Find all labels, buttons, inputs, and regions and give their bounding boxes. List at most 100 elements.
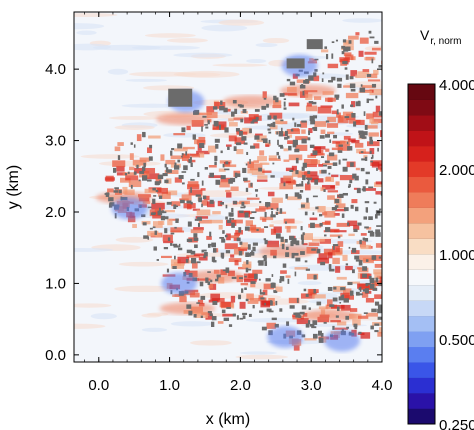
building-block: [249, 216, 255, 220]
building-block: [273, 95, 277, 101]
building-block: [238, 250, 243, 256]
building-block: [142, 166, 146, 172]
building-block: [347, 185, 351, 188]
background-streak: [74, 303, 112, 308]
building-block: [313, 126, 318, 132]
building-block: [239, 317, 244, 320]
amplified-cell: [262, 91, 267, 99]
building-block: [299, 194, 302, 197]
building-block: [335, 315, 339, 318]
building-block: [357, 293, 363, 296]
background-streak: [235, 354, 288, 360]
amplified-cell: [220, 177, 234, 183]
building-block: [245, 187, 249, 192]
building-block: [186, 238, 193, 243]
amplified-cell: [305, 105, 318, 112]
background-streak: [297, 281, 322, 286]
amplified-cell: [253, 160, 259, 163]
building-block: [246, 260, 249, 265]
amplified-cell: [380, 291, 382, 298]
amplified-cell: [116, 172, 126, 176]
building-block: [149, 227, 153, 230]
building-block: [366, 74, 372, 77]
building-block: [311, 326, 317, 329]
amplified-cell: [369, 118, 374, 124]
amplified-cell: [107, 188, 114, 193]
amplified-cell: [250, 281, 256, 288]
amplified-cell: [286, 196, 301, 201]
building-block: [290, 240, 294, 247]
amplified-cell: [371, 47, 381, 51]
amplified-cell: [283, 159, 290, 162]
amplified-cell: [314, 121, 327, 127]
amplified-cell: [324, 211, 336, 218]
amplified-cell: [332, 140, 346, 144]
building-block: [154, 230, 158, 235]
amplified-cell: [339, 175, 354, 181]
building-block: [274, 323, 279, 328]
amplified-cell: [234, 259, 239, 266]
amplified-cell: [287, 140, 296, 144]
amplified-cell: [267, 191, 275, 197]
building-block: [313, 288, 316, 294]
amplified-cell: [238, 248, 248, 252]
amplified-cell: [358, 50, 364, 57]
background-streak: [189, 340, 232, 346]
building-block: [350, 89, 356, 92]
building-block: [363, 111, 366, 116]
amplified-cell: [161, 192, 171, 199]
amplified-cell: [225, 144, 232, 147]
amplified-cell: [365, 297, 375, 303]
building-block: [311, 248, 316, 251]
building-block: [308, 75, 314, 81]
building-block: [250, 145, 256, 149]
building-block: [339, 302, 342, 304]
building-block: [374, 40, 379, 44]
building-block: [365, 207, 369, 213]
building-block: [193, 233, 198, 238]
colorbar-title-sub: r, norm: [430, 36, 461, 47]
amplified-cell: [242, 127, 252, 134]
building-block: [255, 194, 258, 197]
amplified-cell: [366, 113, 374, 120]
building-block: [364, 226, 369, 229]
amplified-cell: [193, 253, 208, 256]
amplified-cell: [355, 167, 360, 171]
amplified-cell: [233, 117, 244, 121]
amplified-cell: [248, 273, 257, 279]
building-block: [294, 122, 297, 127]
amplified-cell: [194, 311, 208, 318]
lee-zone: [323, 329, 360, 352]
building-block: [138, 179, 141, 182]
building-block: [266, 308, 272, 312]
building-block: [152, 187, 156, 191]
amplified-cell: [259, 206, 269, 210]
building-block: [378, 284, 382, 286]
building-block: [252, 119, 258, 122]
amplified-cell: [162, 234, 173, 242]
amplified-cell: [262, 218, 267, 222]
amplified-cell: [228, 122, 238, 127]
building-block: [154, 181, 160, 186]
amplified-cell: [257, 175, 268, 179]
building-block: [231, 111, 235, 117]
building-block: [362, 237, 366, 241]
building-block: [219, 236, 225, 239]
amplified-cell: [325, 148, 330, 152]
building-block: [130, 184, 133, 189]
building-block: [323, 322, 327, 324]
building-block: [286, 78, 291, 82]
lee-zone: [111, 197, 148, 220]
amplified-cell: [375, 181, 382, 185]
colorbar-swatch: [408, 331, 435, 348]
building-block: [307, 177, 313, 181]
amplified-cell: [148, 135, 161, 139]
amplified-cell: [325, 97, 336, 102]
building-block: [201, 203, 203, 208]
building-block: [362, 289, 368, 292]
building-block: [202, 115, 207, 118]
building-block: [289, 169, 294, 172]
building-block: [211, 321, 215, 328]
amplified-cell: [380, 130, 382, 137]
amplified-cell: [300, 121, 308, 128]
